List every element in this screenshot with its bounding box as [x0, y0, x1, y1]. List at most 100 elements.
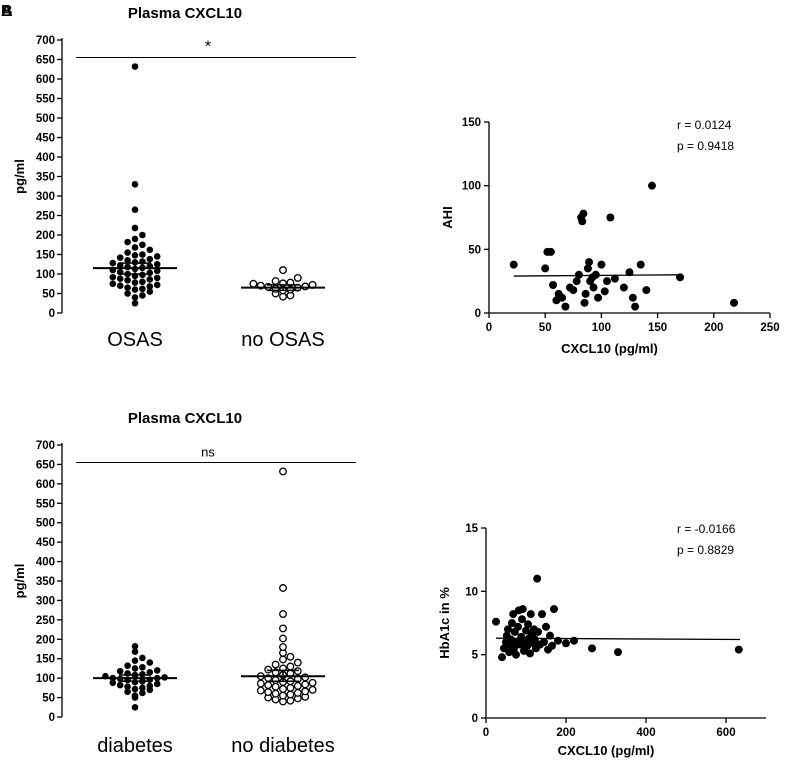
data-point-filled [124, 688, 131, 696]
data-point-open [279, 643, 287, 652]
chart-title: Plasma CXCL10 [128, 5, 242, 22]
y-tick-label: 0 [49, 308, 55, 320]
data-point-filled [131, 235, 139, 243]
data-point-filled [139, 292, 146, 299]
data-point-filled [131, 678, 139, 686]
data-point [597, 260, 606, 269]
y-tick-label: 100 [36, 673, 55, 685]
data-point [647, 181, 656, 190]
y-tick-label: 500 [36, 518, 55, 530]
correlation-r: r = 0.0124 [677, 118, 732, 132]
y-tick-label: 100 [462, 181, 481, 193]
correlation-r: r = -0.0166 [677, 522, 736, 536]
y-tick-label: 550 [36, 498, 55, 510]
data-point-filled [116, 282, 124, 290]
data-point-filled [153, 281, 161, 289]
y-tick-label: 650 [36, 55, 55, 67]
data-point-open [293, 688, 302, 697]
data-point-open [279, 685, 287, 693]
data-point [606, 213, 615, 222]
data-point [549, 280, 558, 289]
data-point-filled [116, 254, 124, 261]
data-point-open [279, 691, 287, 700]
data-point [583, 264, 592, 273]
data-point [533, 574, 542, 583]
data-point [628, 293, 637, 302]
data-point [546, 247, 555, 256]
data-point-filled [116, 275, 124, 282]
chart-panel-a: Plasma CXCL10 0 50 100 150 200 250 300 350 400 450… [12, 5, 356, 351]
data-point [730, 298, 739, 307]
significance-label: ns [201, 444, 215, 459]
data-point [579, 209, 588, 218]
data-point-open [256, 686, 265, 695]
x-tick-label: 200 [556, 727, 575, 739]
data-point [514, 622, 522, 631]
data-point [512, 650, 520, 659]
data-point-open [279, 655, 287, 664]
data-point-filled [124, 662, 131, 670]
x-tick-label: 200 [704, 322, 723, 334]
y-tick-label: 10 [465, 586, 478, 598]
data-point-open [293, 681, 302, 690]
data-point-filled [124, 257, 131, 264]
data-point-filled [139, 251, 146, 258]
y-axis-label: HbA1c in % [437, 587, 452, 659]
data-point-filled [146, 246, 154, 254]
data-point-filled [131, 703, 139, 711]
data-point-filled [153, 260, 161, 268]
data-point [524, 620, 532, 629]
data-point-filled [153, 267, 161, 275]
y-tick-label: 250 [36, 211, 55, 223]
data-point [642, 286, 651, 295]
data-point [589, 283, 598, 292]
data-point-open [301, 282, 310, 291]
data-point-open [286, 683, 295, 692]
data-point-open [308, 678, 317, 687]
data-point-open [279, 610, 287, 618]
data-point [550, 605, 558, 614]
data-point-filled [146, 288, 154, 295]
panel-label-a: A [1, 3, 13, 20]
data-point [498, 653, 506, 662]
y-tick-label: 500 [36, 113, 55, 125]
data-point-filled [116, 681, 124, 689]
data-point [570, 636, 578, 645]
x-tick-label: 50 [539, 322, 552, 334]
data-point [569, 286, 578, 295]
y-tick-label: 50 [468, 244, 481, 256]
data-point-open [271, 676, 280, 685]
data-point-filled [131, 685, 139, 693]
data-point [492, 617, 500, 626]
data-point-filled [131, 63, 139, 70]
data-point-filled [131, 181, 139, 188]
data-point-filled [131, 206, 139, 213]
data-point [610, 274, 619, 283]
data-point-filled [139, 684, 146, 692]
data-point-filled [131, 642, 139, 650]
data-point-filled [109, 679, 117, 687]
data-point-filled [139, 271, 146, 279]
data-point [506, 635, 515, 644]
y-tick-label: 150 [36, 250, 55, 262]
data-point [522, 626, 530, 635]
data-point-filled [131, 648, 139, 656]
data-point-open [293, 667, 302, 676]
data-point-filled [153, 253, 161, 260]
y-tick-label: 450 [36, 133, 55, 145]
data-point-filled [146, 682, 154, 690]
data-point-filled [109, 259, 117, 267]
data-point [510, 644, 518, 653]
data-point-filled [131, 657, 139, 664]
data-point [526, 610, 535, 619]
data-point-filled [124, 263, 131, 271]
data-point-open [271, 682, 280, 691]
correlation-p: p = 0.9418 [677, 139, 734, 153]
data-point-filled [139, 285, 146, 293]
data-point-open [271, 284, 280, 293]
panel-label-b: B [1, 3, 13, 20]
data-point-filled [153, 274, 161, 282]
data-point-open [279, 467, 287, 476]
significance-label: * [205, 39, 211, 56]
